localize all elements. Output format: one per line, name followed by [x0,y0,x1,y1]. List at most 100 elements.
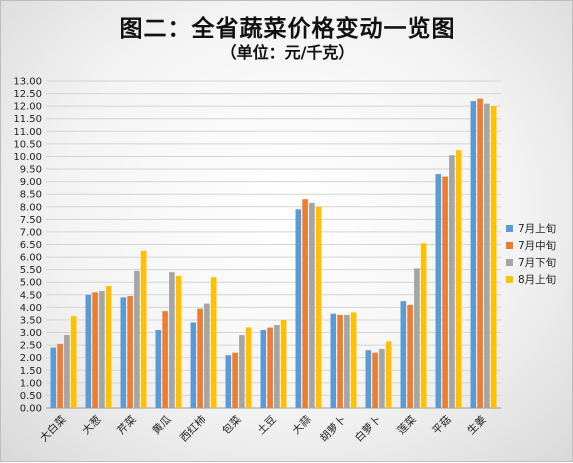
gridlines [46,80,501,409]
y-tick-label: 6.00 [20,253,42,264]
bar [414,268,420,408]
x-category-label: 包菜 [220,413,244,437]
y-tick-label: 3.50 [20,315,42,326]
bar [407,304,413,408]
bar [85,294,92,408]
y-tick-label: 8.00 [20,202,42,213]
x-category-label: 胡萝卜 [317,413,348,444]
x-category-label: 大葱 [80,413,104,437]
bar [134,270,140,408]
y-tick-label: 2.00 [20,353,42,364]
x-category-label: 平菇 [430,413,454,437]
bar [225,355,232,408]
y-tick-label: 7.00 [20,227,42,238]
y-tick-label: 8.50 [20,190,42,201]
y-tick-label: 11.50 [13,114,42,125]
x-category-label: 芹菜 [115,413,139,437]
y-tick-label: 10.00 [13,152,42,163]
bar [70,316,77,408]
bar [344,314,350,408]
bar [127,296,133,408]
bar [92,292,98,408]
y-tick-label: 12.50 [13,89,42,100]
x-category-label: 土豆 [255,413,279,437]
x-category-label: 西红柿 [177,413,209,445]
legend-item: 8月上旬 [506,271,556,288]
y-tick-label: 5.50 [20,265,42,276]
bar [350,312,357,408]
bar [105,286,112,408]
bar [99,291,105,408]
legend-swatch [506,225,513,232]
bar [330,313,337,408]
bar [57,343,63,408]
bar [484,103,490,408]
bar [315,206,322,408]
x-category-label: 黄瓜 [150,413,174,437]
y-tick-label: 4.50 [20,290,42,301]
bar [449,155,455,408]
bar [490,106,497,409]
legend-item: 7月下旬 [506,254,556,271]
bar [175,275,182,408]
y-tick-label: 12.00 [13,102,42,113]
bar [477,98,483,409]
bars [50,98,497,409]
x-category-label: 生姜 [465,413,489,437]
bar [372,352,378,408]
y-tick-label: 1.00 [20,378,42,389]
x-axis-categories: 大白菜 大葱 芹菜 黄瓜 西红柿 包菜 土豆 大蒜 胡萝卜 白萝卜 莲菜 平菇 生姜 [37,413,489,445]
bar [442,176,448,408]
chart-title: 图二：全省蔬菜价格变动一览图 [119,15,456,42]
bar [400,301,407,408]
bar [309,203,315,408]
bar [302,199,308,408]
legend-label: 7月中旬 [518,240,557,252]
x-category-label: 白萝卜 [352,413,383,444]
bar [365,350,372,408]
bar [379,348,385,408]
bar [50,347,57,408]
bar [470,101,477,409]
y-tick-label: 10.50 [13,139,42,150]
bar [232,352,238,408]
bar [204,303,210,408]
legend-label: 7月下旬 [518,257,557,269]
legend-label: 8月上旬 [518,274,557,286]
legend-item: 7月中旬 [506,237,556,254]
y-tick-label: 2.50 [20,341,42,352]
bar [239,335,245,408]
y-tick-label: 5.00 [20,278,42,289]
bar [245,327,252,408]
bar [169,272,175,408]
legend-swatch [506,276,513,283]
bar [140,250,147,408]
bar [280,319,287,408]
bar [267,327,273,408]
bar [455,150,462,409]
legend-item: 7月上旬 [506,220,556,237]
legend-swatch [506,259,513,266]
y-tick-label: 9.50 [20,165,42,176]
bar [210,277,217,408]
bar [420,243,427,408]
y-tick-label: 11.00 [13,127,42,138]
bar [260,330,267,408]
y-tick-label: 0.50 [20,391,42,402]
bar [64,335,70,408]
legend: 7月上旬 7月中旬 7月下旬 8月上旬 [506,220,556,288]
bar [435,174,442,408]
bar [162,311,168,408]
y-tick-label: 9.00 [20,177,42,188]
bar [385,341,392,408]
bar [274,324,280,408]
x-category-label: 大白菜 [37,413,69,445]
bar [295,209,302,408]
bar [155,330,162,408]
bar [337,314,343,408]
y-tick-label: 0.00 [20,404,42,415]
x-category-label: 莲菜 [395,413,419,437]
y-tick-label: 4.00 [20,303,42,314]
